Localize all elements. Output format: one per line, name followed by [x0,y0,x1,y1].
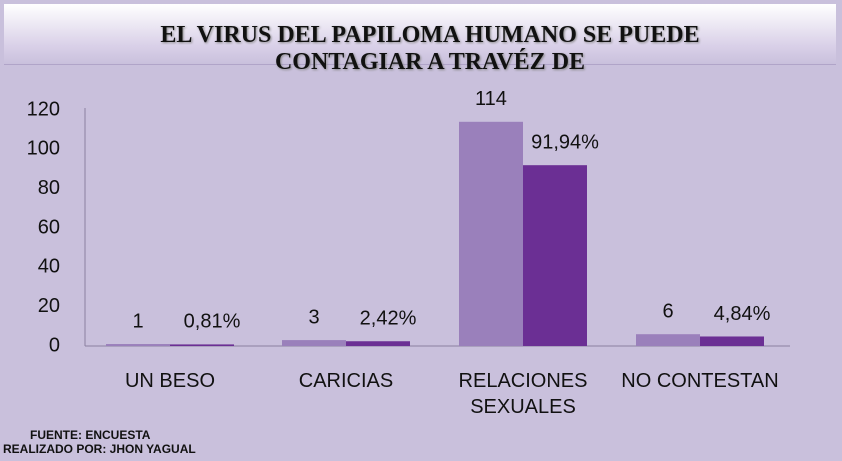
bar [459,121,523,346]
data-label: 114 [475,88,507,110]
source: FUENTE: ENCUESTA [30,428,151,442]
bar [700,336,764,346]
data-label: 1 [132,310,143,332]
bar [636,334,700,346]
y-tick-label: 80 [38,177,60,199]
x-tick-label: NO CONTESTAN [621,370,779,392]
data-label: 91,94% [531,131,599,153]
bar [523,165,587,346]
bar [106,344,170,346]
bar [282,340,346,346]
data-label: 0,81% [184,311,241,333]
x-tick-label: CARICIAS [298,370,394,392]
bar [170,344,234,346]
y-tick-label: 20 [38,295,60,317]
title-band [4,4,836,65]
y-tick-label: 60 [38,216,60,238]
credit: REALIZADO POR: JHON YAGUAL [3,442,196,456]
data-label: 2,42% [360,308,417,330]
y-tick-label: 120 [27,98,60,120]
data-label: 6 [662,300,673,322]
y-tick-label: 40 [38,256,60,278]
data-label: 4,84% [714,303,771,325]
chart-title: EL VIRUS DEL PAPILOMA HUMANO SE PUEDE CO… [160,22,700,75]
x-tick-label: UN BESO [124,370,216,392]
x-tick-label: RELACIONES SEXUALES [458,370,588,418]
y-tick-label: 100 [27,138,60,160]
bar [346,341,410,346]
y-tick-label: 0 [49,334,60,356]
data-label: 3 [308,306,319,328]
